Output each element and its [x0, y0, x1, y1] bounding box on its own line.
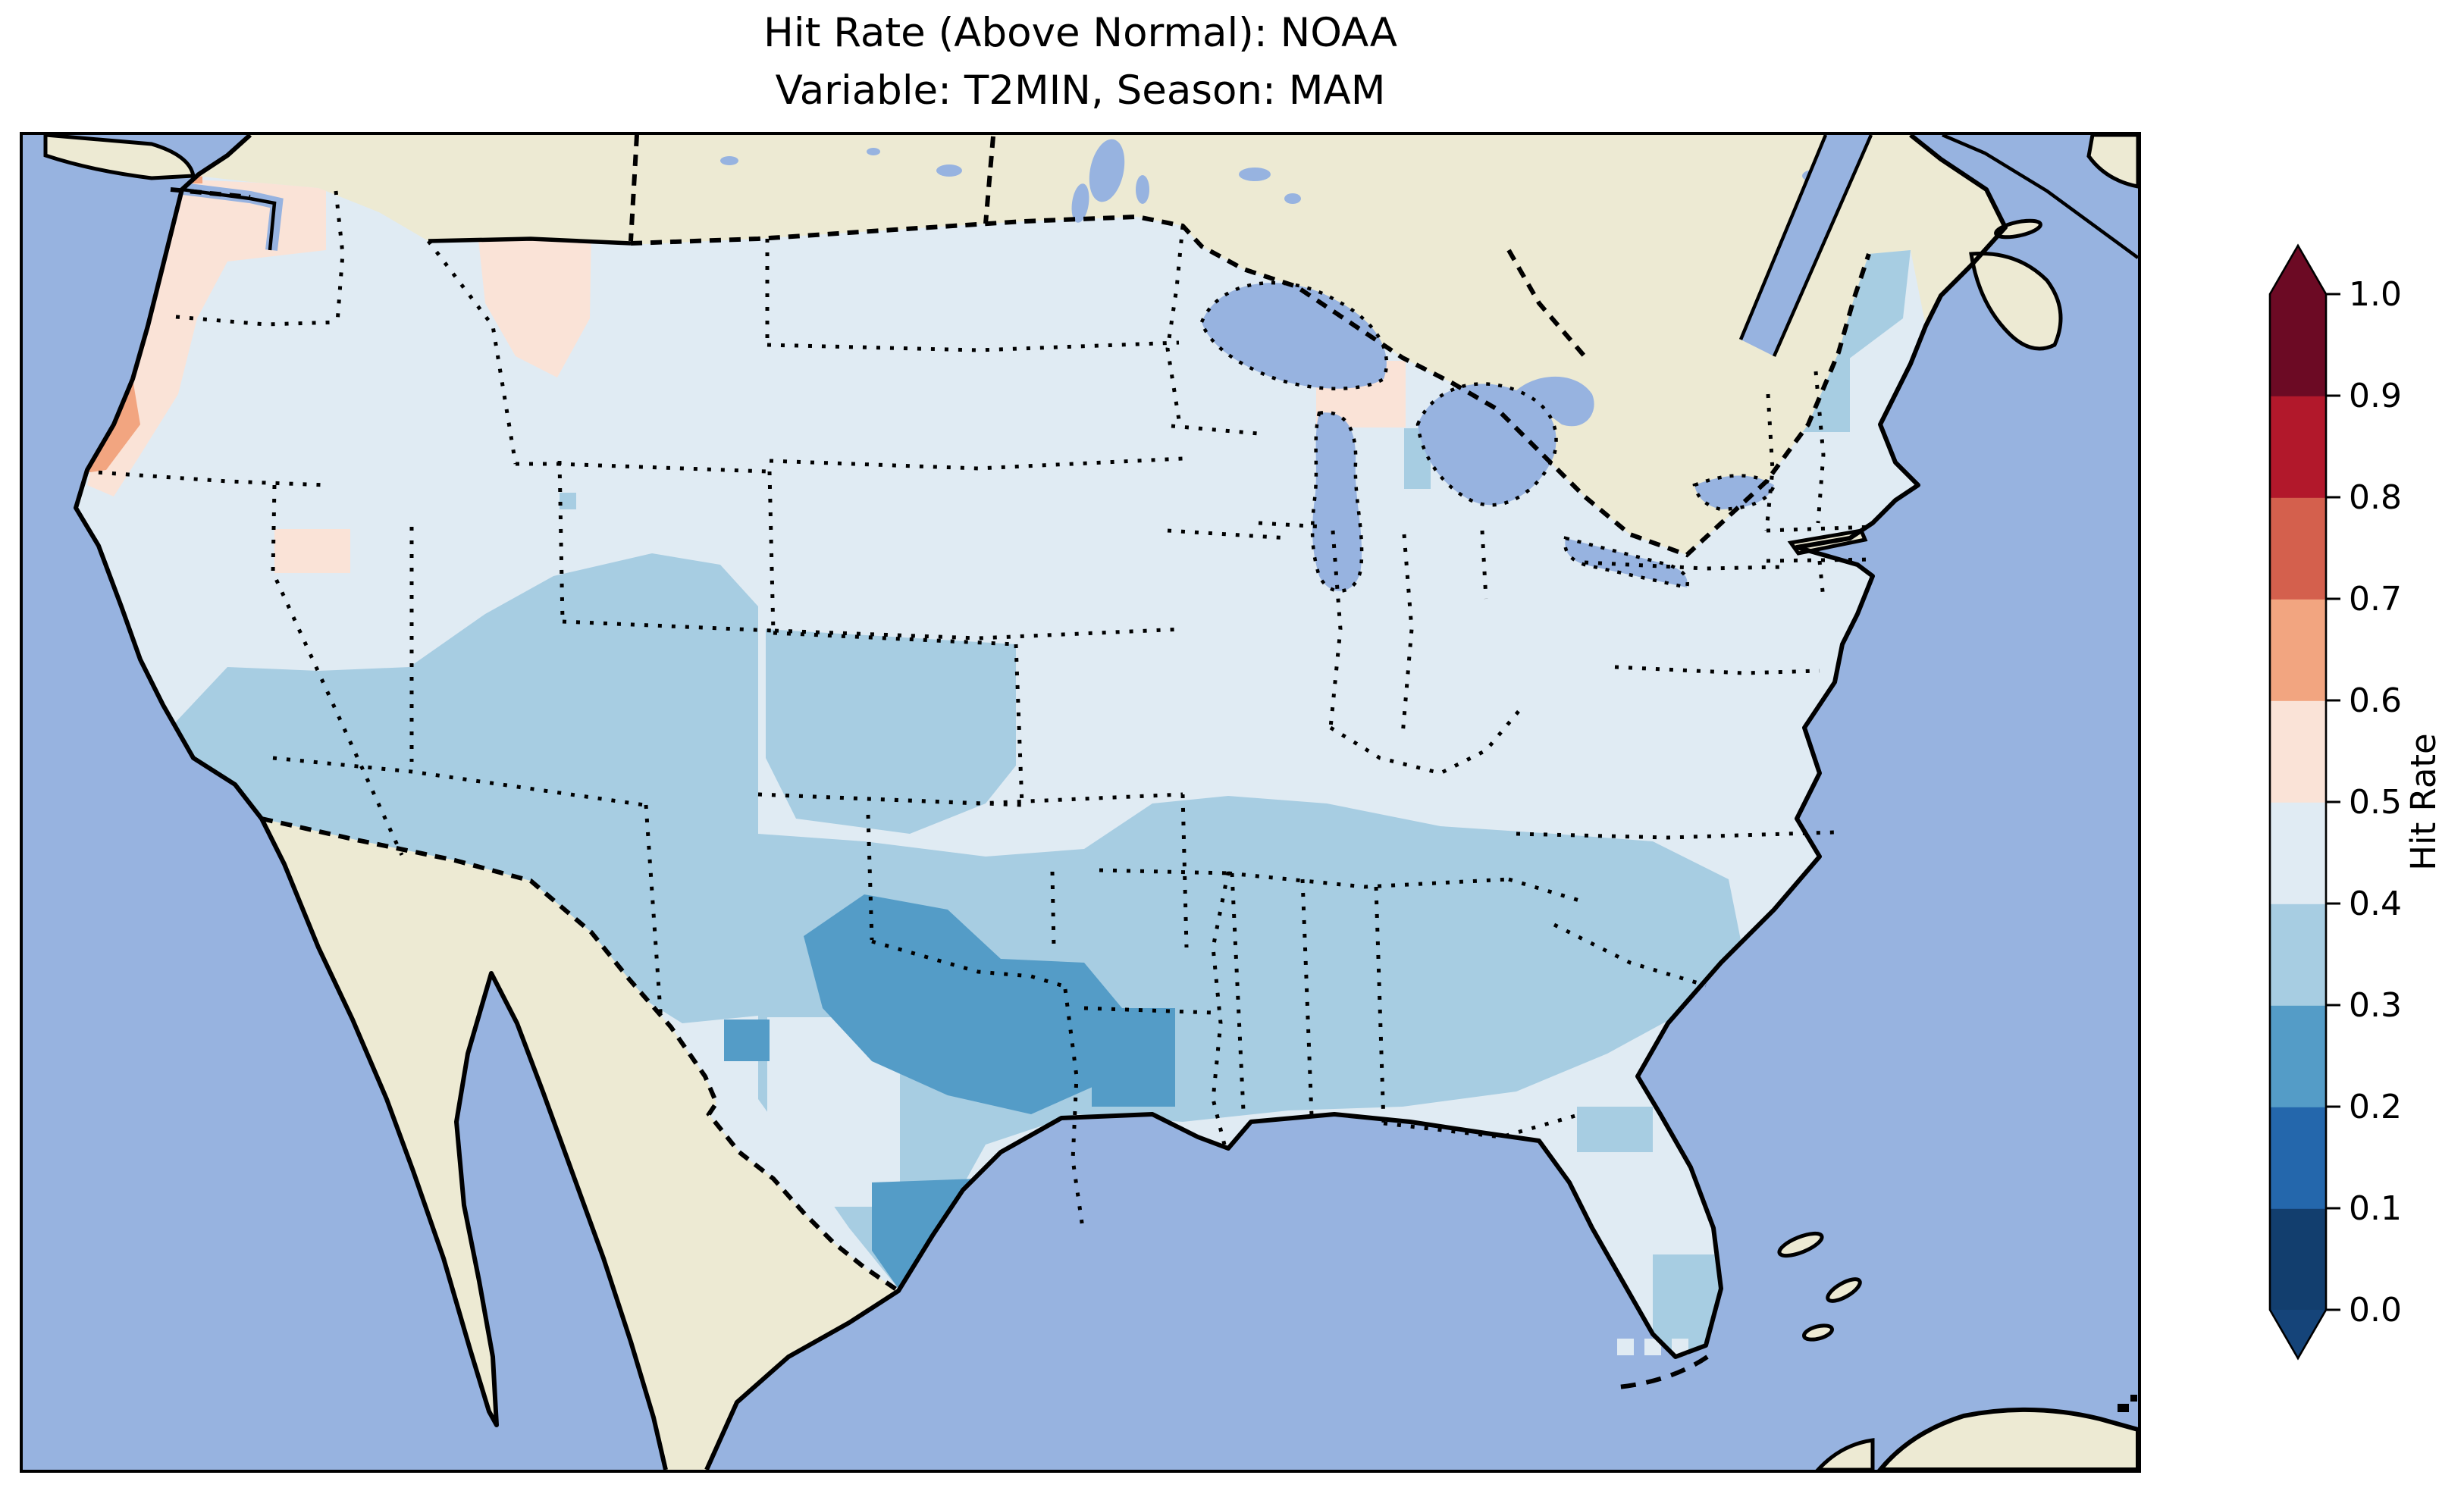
- hit-rate-region-b3: [758, 796, 1744, 1289]
- title-line-1: Hit Rate (Above Normal): NOAA: [763, 10, 1397, 56]
- colorbar: 0.0 0.1 0.2 0.3 0.4 0.5 0.6 0.7 0.8 0.9 1.0 Hit Rat…: [2268, 243, 2444, 1361]
- colorbar-segment: [2270, 1005, 2326, 1107]
- georgian-bay: [1516, 376, 1594, 427]
- st-lawrence-banks: [1738, 135, 1873, 357]
- state-borders-east: [1083, 225, 1873, 1145]
- colorbar-tick-label: 0.5: [2349, 783, 2402, 822]
- newfoundland-corner: [2086, 135, 2138, 189]
- us-canada-border-west-solid: [428, 236, 632, 246]
- colorbar-segment: [2270, 294, 2326, 396]
- title-line-2: Variable: T2MIN, Season: MAM: [775, 67, 1386, 114]
- prince-edward-island: [1994, 218, 2042, 240]
- hit-rate-region-b2: [804, 894, 1122, 1114]
- small-cay: [2118, 1404, 2129, 1412]
- colorbar-segment: [2270, 1107, 2326, 1209]
- hit-rate-region-b2: [724, 1019, 770, 1061]
- lake-ontario: [1694, 475, 1774, 509]
- colorbar-tick-label: 0.7: [2349, 580, 2402, 619]
- colorbar-segment: [2270, 396, 2326, 498]
- colorbar-over-arrow: [2270, 246, 2326, 294]
- ne-corner-coast: [1942, 135, 2138, 259]
- florida-keys: [1618, 1355, 1709, 1389]
- colorbar-tick-label: 0.4: [2349, 885, 2402, 923]
- cuba: [1877, 1407, 2138, 1470]
- us-canada-border: [170, 187, 1871, 558]
- colorbar-tick-label: 0.1: [2349, 1189, 2402, 1228]
- canada-provincial-borders: [629, 135, 1587, 358]
- atlantic-gulf-coastline: [704, 135, 2008, 1470]
- colorbar-segment: [2270, 497, 2326, 600]
- great-lakes: [1202, 283, 1774, 591]
- nova-scotia: [1969, 251, 2063, 351]
- small-cay: [2130, 1395, 2137, 1402]
- lake-shorelines: [1199, 280, 1776, 593]
- lake-huron: [1418, 384, 1556, 506]
- hit-rate-region-b4: [1644, 1339, 1661, 1355]
- hit-rate-cells-offshore: [1617, 1339, 1688, 1355]
- colorbar-tick-label: 0.9: [2349, 377, 2402, 415]
- st-lawrence-river: [1741, 135, 1871, 356]
- gulf-of-st-lawrence: [1942, 135, 2138, 258]
- cuba-west-tip: [1815, 1438, 1875, 1470]
- colorbar-segment: [2270, 700, 2326, 803]
- hit-rate-region-b3: [106, 553, 758, 1023]
- usa-hitrate-map: [23, 135, 2138, 1470]
- colorbar-segment: [2270, 904, 2326, 1006]
- vancouver-island: [43, 135, 196, 180]
- plot-title: Hit Rate (Above Normal): NOAA Variable: …: [23, 5, 2138, 120]
- bahamas-island: [1826, 1277, 1862, 1303]
- colorbar-tick-label: 0.3: [2349, 986, 2402, 1025]
- bahamas-island: [1777, 1231, 1824, 1258]
- pacific-coastline: [74, 135, 668, 1470]
- lake-michigan: [1312, 412, 1362, 591]
- hit-rate-region-b4: [1617, 1339, 1634, 1355]
- colorbar-tick-label: 1.0: [2349, 275, 2402, 314]
- lake-superior: [1202, 283, 1387, 389]
- colorbar-tick-label: 0.0: [2349, 1291, 2402, 1330]
- hit-rate-region-b5: [274, 529, 350, 573]
- state-borders-west: [84, 190, 776, 1023]
- colorbar-axis-label: Hit Rate: [2403, 733, 2444, 870]
- hit-rate-region-b3: [1577, 1107, 1653, 1152]
- colorbar-segment: [2270, 802, 2326, 904]
- bahamas-island: [1802, 1323, 1834, 1342]
- canada-lakes: [720, 139, 1864, 223]
- colorbar-segment: [2270, 1208, 2326, 1311]
- hit-rate-region-b2: [1092, 1008, 1175, 1107]
- hit-rate-region-b3: [766, 629, 1016, 834]
- hit-rate-region-b3: [560, 493, 576, 509]
- colorbar-segment: [2270, 599, 2326, 701]
- us-mexico-border: [261, 816, 900, 1293]
- colorbar-tick-label: 0.8: [2349, 478, 2402, 517]
- map-axes: [20, 132, 2141, 1473]
- colorbar-tick-label: 0.6: [2349, 681, 2402, 720]
- colorbar-tick-label: 0.2: [2349, 1088, 2402, 1126]
- colorbar-under-arrow: [2270, 1310, 2326, 1358]
- hit-rate-region-b5: [476, 218, 591, 377]
